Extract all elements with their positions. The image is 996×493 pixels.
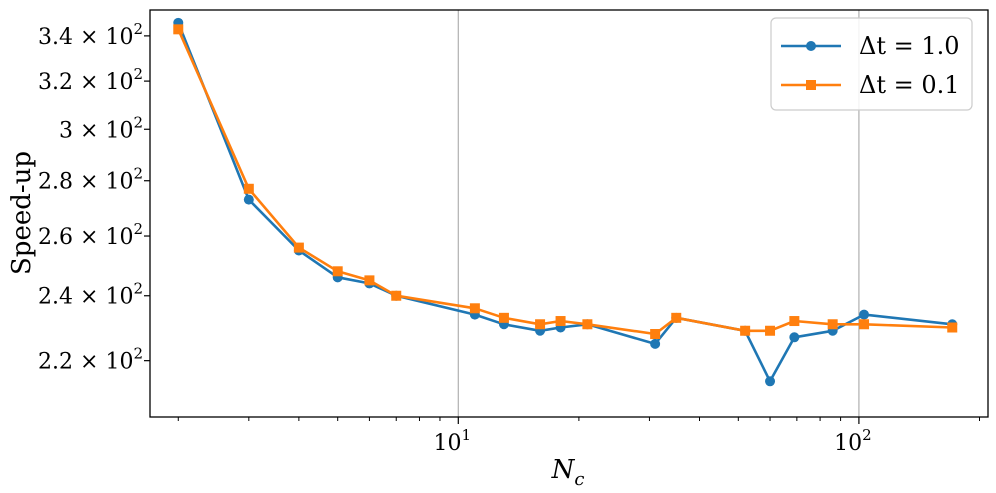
legend-label: Δt = 0.1: [859, 71, 960, 99]
data-point: [535, 319, 546, 330]
data-point: [498, 312, 509, 323]
y-tick-label: 3.4 × 102: [38, 20, 143, 50]
data-point: [789, 316, 800, 327]
data-point: [947, 322, 958, 333]
data-point: [243, 183, 254, 194]
data-point: [650, 329, 661, 340]
x-tick-label: 102: [834, 426, 872, 456]
data-point: [332, 266, 343, 277]
y-tick-label: 2.4 × 102: [38, 280, 143, 310]
y-tick-label: 2.2 × 102: [38, 345, 143, 375]
plot-frame: [149, 9, 989, 418]
plot-series: [173, 17, 958, 387]
legend-marker: [806, 80, 816, 90]
data-point: [765, 325, 776, 336]
x-axis-label: Nc: [551, 455, 585, 490]
data-point: [859, 319, 870, 330]
data-point: [740, 325, 751, 336]
data-point: [293, 242, 304, 253]
y-tick-label: 2.6 × 102: [38, 220, 143, 250]
legend: Δt = 1.0 Δt = 0.1: [770, 17, 973, 111]
legend-box: [770, 17, 973, 111]
data-point: [671, 312, 682, 323]
data-point: [765, 376, 776, 387]
data-point: [650, 338, 661, 349]
data-point: [582, 319, 593, 330]
x-tick-label: 101: [434, 426, 472, 456]
data-point: [391, 290, 402, 301]
data-point: [555, 316, 566, 327]
y-axis-label: Speed-up: [7, 151, 37, 275]
y-tick-label: 3 × 102: [59, 113, 143, 143]
legend-marker: [806, 41, 816, 51]
axis-ticks: [144, 35, 981, 424]
data-point: [364, 275, 375, 286]
data-point: [469, 303, 480, 314]
data-point: [243, 194, 254, 205]
data-point: [789, 332, 800, 343]
axis-tick-labels: 101 102 2.2 × 102 2.4 × 102 2.6 × 102 2.8 × 1…: [38, 20, 872, 456]
y-tick-label: 3.2 × 102: [38, 65, 143, 95]
legend-label: Δt = 1.0: [859, 32, 960, 60]
data-point: [859, 309, 870, 320]
series-2: [173, 24, 958, 340]
data-point: [173, 24, 184, 35]
y-tick-label: 2.8 × 102: [38, 165, 143, 195]
data-point: [827, 319, 838, 330]
